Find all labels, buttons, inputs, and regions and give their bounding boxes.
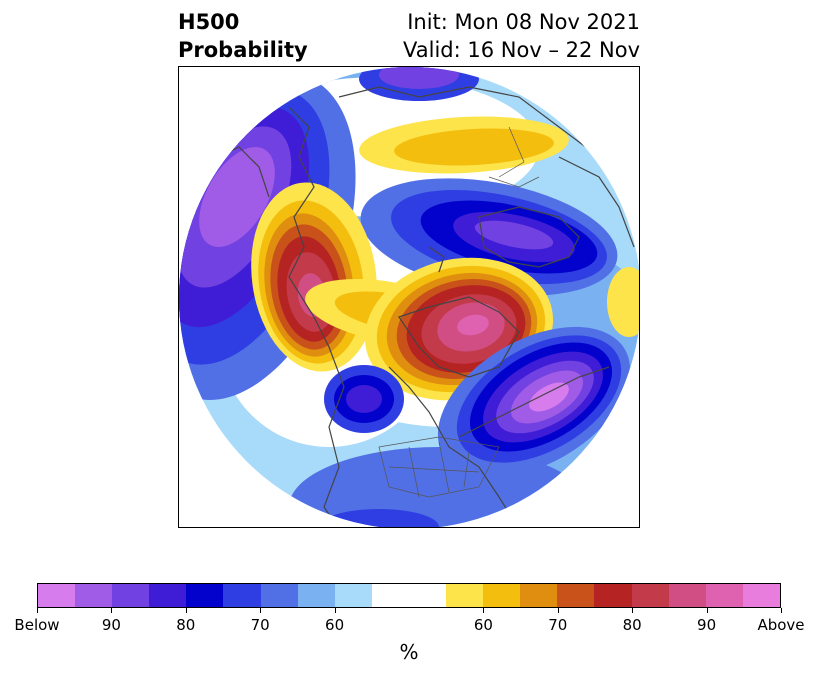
low-south xyxy=(324,365,404,433)
colorbar-tick xyxy=(632,608,634,613)
colorbar-swatch xyxy=(186,584,224,607)
colorbar-tick xyxy=(37,608,38,613)
title-right: Init: Mon 08 Nov 2021 Valid: 16 Nov – 22… xyxy=(403,8,640,64)
colorbar-swatch xyxy=(297,584,335,607)
colorbar-swatch xyxy=(149,584,187,607)
high-center xyxy=(364,257,554,401)
colorbar-swatch xyxy=(705,584,743,607)
colorbar-tick-label: Below xyxy=(14,616,60,634)
colorbar-tick-label: 70 xyxy=(548,616,568,634)
high-east-edge xyxy=(607,267,639,337)
colorbar-tick xyxy=(483,608,485,613)
borders xyxy=(378,126,540,498)
colorbar-swatch xyxy=(38,584,76,607)
valid-range: Valid: 16 Nov – 22 Nov xyxy=(403,38,640,62)
colorbar-tick-label: Above xyxy=(757,616,805,634)
colorbar-tick-label: 60 xyxy=(473,616,493,634)
colorbar-tick-label: 60 xyxy=(325,616,345,634)
title-product: Probability xyxy=(178,38,308,62)
colorbar-swatch xyxy=(520,584,558,607)
colorbar xyxy=(37,583,781,608)
colorbar-swatch xyxy=(260,584,298,607)
colorbar-swatch xyxy=(334,584,372,607)
colorbar-tick-label: 70 xyxy=(250,616,270,634)
colorbar-tick-label: 90 xyxy=(697,616,717,634)
init-date: Init: Mon 08 Nov 2021 xyxy=(407,10,640,34)
blue-region-south xyxy=(289,447,589,527)
colorbar-swatch xyxy=(557,584,595,607)
colorbar-unit: % xyxy=(399,640,419,664)
colorbar-tick-label: 80 xyxy=(176,616,196,634)
colorbar-swatch xyxy=(223,584,261,607)
probability-map xyxy=(178,66,640,528)
colorbar-tick xyxy=(260,608,262,613)
colorbar-swatch xyxy=(594,584,632,607)
colorbar-tick xyxy=(706,608,708,613)
title-variable: H500 xyxy=(178,10,240,34)
colorbar-tick xyxy=(557,608,559,613)
map-svg xyxy=(179,67,639,527)
colorbar-swatch xyxy=(112,584,150,607)
title-left: H500 Probability xyxy=(178,8,308,64)
colorbar-tick xyxy=(111,608,113,613)
low-bottom xyxy=(319,509,439,527)
colorbar-swatch xyxy=(631,584,669,607)
colorbar-swatch xyxy=(483,584,521,607)
low-east xyxy=(437,326,631,478)
colorbar-swatch xyxy=(742,584,780,607)
colorbar-swatch xyxy=(75,584,113,607)
colorbar-swatch xyxy=(446,584,484,607)
colorbar-tick xyxy=(334,608,336,613)
colorbar-tick-label: 80 xyxy=(622,616,642,634)
colorbar-tick xyxy=(185,608,187,613)
colorbar-swatch xyxy=(371,584,409,607)
colorbar-tick xyxy=(781,608,782,613)
colorbar-tick-label: 90 xyxy=(101,616,121,634)
colorbar-swatch xyxy=(408,584,447,607)
colorbar-swatch xyxy=(668,584,706,607)
